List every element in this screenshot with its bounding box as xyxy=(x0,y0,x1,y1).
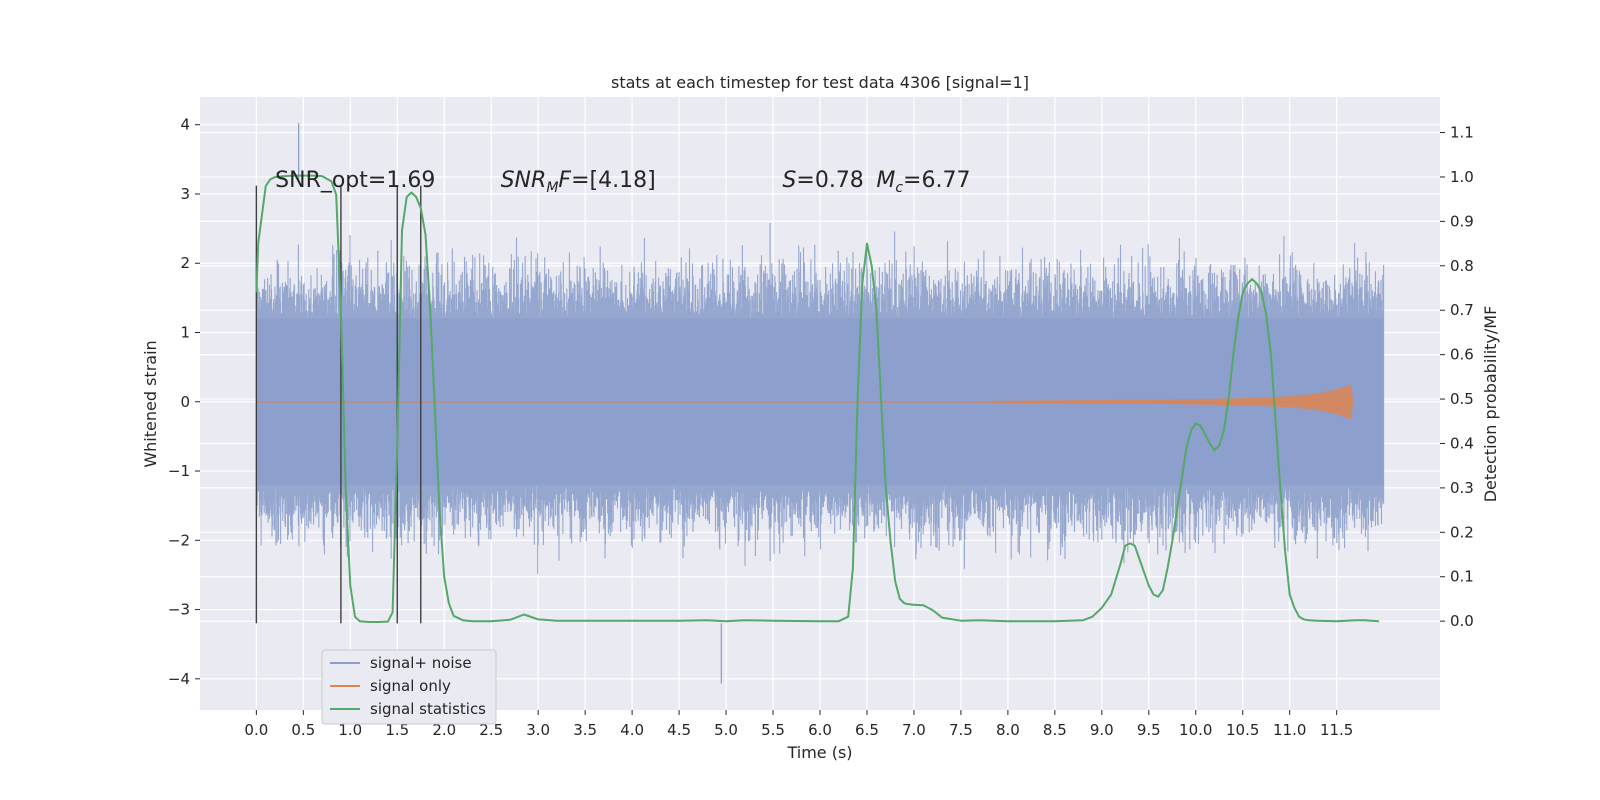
y-tick-label: −4 xyxy=(168,670,190,688)
legend-box xyxy=(321,649,497,725)
x-tick-label: 10.5 xyxy=(1226,721,1259,739)
annotation-s: S=0.78 xyxy=(782,168,863,193)
x-tick-label: 3.5 xyxy=(573,721,597,739)
x-tick-label: 7.5 xyxy=(949,721,973,739)
x-tick-label: 11.5 xyxy=(1320,721,1353,739)
x-tick-label: 4.0 xyxy=(620,721,644,739)
chart-title: stats at each timestep for test data 430… xyxy=(611,73,1029,92)
y-tick-label: 3 xyxy=(180,185,190,203)
x-tick-label: 1.0 xyxy=(338,721,362,739)
x-tick-label: 6.5 xyxy=(855,721,879,739)
y-tick-label: 1 xyxy=(180,324,190,342)
annotation-snr-mf: SNRMF=[4.18] xyxy=(501,168,656,196)
axis-ticks: 0.0 0.5 1.0 1.5 2.0 2.5 3.0 3.5 4.0 4.5 5.0 5.5 6.0 6… xyxy=(168,116,1474,739)
y2-tick-label: 0.2 xyxy=(1450,523,1474,541)
x-tick-label: 9.0 xyxy=(1090,721,1114,739)
y-tick-label: −2 xyxy=(168,531,190,549)
x-tick-label: 5.0 xyxy=(714,721,738,739)
legend-label-stats: signal statistics xyxy=(370,700,486,718)
x-tick-label: 8.0 xyxy=(996,721,1020,739)
stats-line xyxy=(255,174,1379,623)
y2-tick-label: 0.3 xyxy=(1450,479,1474,497)
x-tick-label: 10.0 xyxy=(1179,721,1212,739)
y-tick-label: 2 xyxy=(180,254,190,272)
y2-tick-label: 0.9 xyxy=(1450,212,1474,230)
x-tick-label: 2.0 xyxy=(432,721,456,739)
y2-tick-label: 0.7 xyxy=(1450,301,1474,319)
y2-tick-label: 1.0 xyxy=(1450,168,1474,186)
y-axis-label-right: Detection probability/MF xyxy=(1481,306,1500,503)
y2-tick-label: 0.8 xyxy=(1450,257,1474,275)
x-tick-label: 4.5 xyxy=(667,721,691,739)
y-tick-label: −3 xyxy=(168,601,190,619)
x-axis-label: Time (s) xyxy=(786,743,852,762)
legend-label-signal: signal only xyxy=(370,677,451,695)
x-tick-label: 8.5 xyxy=(1043,721,1067,739)
x-tick-label: 7.0 xyxy=(902,721,926,739)
legend-label-noise: signal+ noise xyxy=(370,654,472,672)
y-tick-label: 4 xyxy=(180,116,190,134)
annotation-mc: Mc=6.77 xyxy=(876,168,970,196)
y-tick-label: −1 xyxy=(168,462,190,480)
signal-series xyxy=(256,384,1354,420)
y-axis-label-left: Whitened strain xyxy=(141,340,160,467)
y2-tick-label: 0.5 xyxy=(1450,390,1474,408)
legend: signal+ noise signal only signal statist… xyxy=(321,649,497,725)
annotations: SNR_opt=1.69 SNRMF=[4.18] S=0.78 Mc=6.77 xyxy=(275,168,970,196)
y2-tick-label: 0.1 xyxy=(1450,568,1474,586)
y2-tick-label: 0.0 xyxy=(1450,612,1474,630)
x-tick-label: 11.0 xyxy=(1273,721,1306,739)
x-tick-label: 9.5 xyxy=(1137,721,1161,739)
annotation-snr-opt: SNR_opt=1.69 xyxy=(275,168,435,193)
x-tick-label: 5.5 xyxy=(761,721,785,739)
y2-tick-label: 1.1 xyxy=(1450,124,1474,142)
x-tick-label: 1.5 xyxy=(385,721,409,739)
x-tick-label: 6.0 xyxy=(808,721,832,739)
x-tick-label: 3.0 xyxy=(526,721,550,739)
y-tick-label: 0 xyxy=(180,393,190,411)
x-tick-label: 0.5 xyxy=(291,721,315,739)
y2-tick-label: 0.4 xyxy=(1450,434,1474,452)
x-tick-label: 2.5 xyxy=(479,721,503,739)
y2-tick-label: 0.6 xyxy=(1450,346,1474,364)
x-tick-label: 0.0 xyxy=(244,721,268,739)
stats-series xyxy=(255,174,1379,623)
